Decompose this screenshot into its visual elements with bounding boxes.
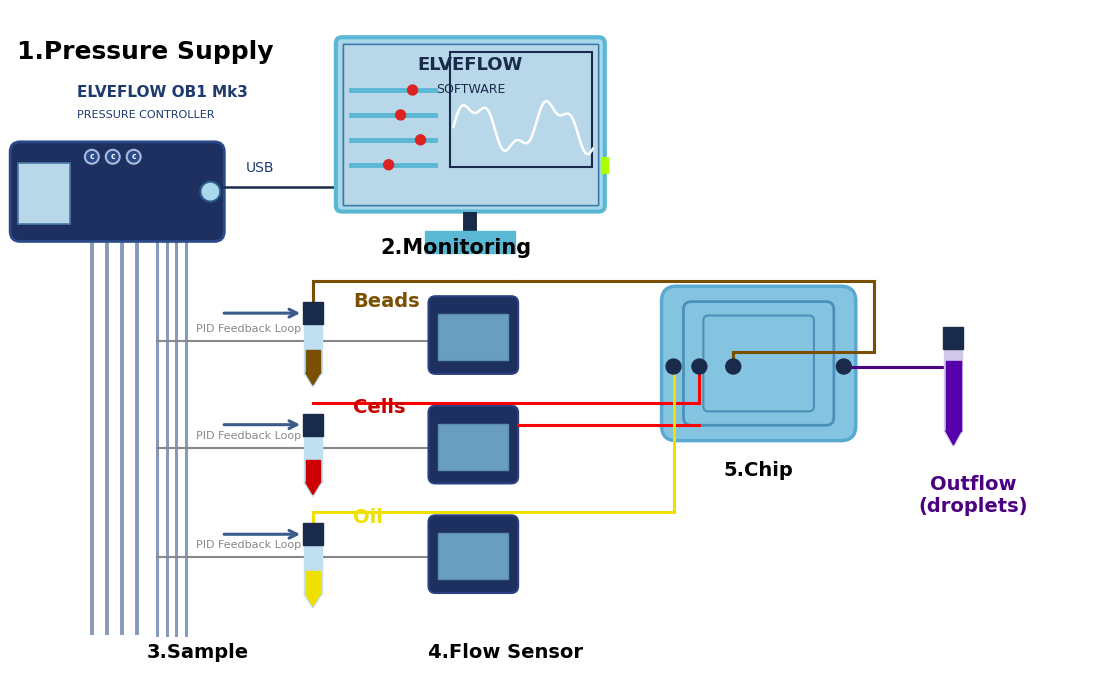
FancyBboxPatch shape [10,142,224,242]
Text: c: c [89,152,95,161]
Bar [302,302,323,324]
FancyBboxPatch shape [429,406,518,484]
Circle shape [106,150,120,164]
Text: 4.Flow Sensor: 4.Flow Sensor [429,643,583,663]
Text: Outflow
(droplets): Outflow (droplets) [918,475,1028,516]
Bar [944,327,964,349]
Circle shape [666,359,681,374]
Polygon shape [304,373,322,387]
Polygon shape [306,594,320,606]
Text: ELVEFLOW OB1 Mk3: ELVEFLOW OB1 Mk3 [77,84,248,100]
Polygon shape [946,431,961,445]
Text: USB: USB [246,161,275,175]
Polygon shape [306,373,320,385]
Bar [439,424,508,470]
Bar [343,45,597,205]
Bar [439,314,508,360]
Bar [426,232,515,253]
Circle shape [408,85,418,95]
Text: PRESSURE CONTROLLER: PRESSURE CONTROLLER [77,110,214,120]
Text: 2.Monitoring: 2.Monitoring [381,239,531,258]
Bar [302,523,323,545]
Circle shape [396,110,406,120]
Text: ELVEFLOW: ELVEFLOW [418,56,522,74]
Polygon shape [304,594,322,608]
Circle shape [416,135,426,145]
Polygon shape [306,482,320,494]
Polygon shape [304,482,322,496]
Text: SOFTWARE: SOFTWARE [436,83,505,95]
FancyBboxPatch shape [661,286,856,441]
Text: PID Feedback Loop: PID Feedback Loop [197,324,301,334]
Text: c: c [131,152,136,161]
Circle shape [85,150,99,164]
Circle shape [200,182,220,202]
Circle shape [384,160,394,170]
Text: PID Feedback Loop: PID Feedback Loop [197,540,301,551]
FancyBboxPatch shape [429,515,518,593]
Bar [450,52,592,167]
Text: Beads: Beads [353,292,419,310]
Text: c: c [110,152,115,161]
Circle shape [726,359,740,374]
FancyBboxPatch shape [429,296,518,374]
Text: Oil: Oil [353,508,383,527]
Bar [343,45,597,205]
Bar [18,163,70,225]
Polygon shape [945,431,962,447]
Text: 5.Chip: 5.Chip [724,461,793,480]
Circle shape [126,150,141,164]
Circle shape [692,359,707,374]
FancyBboxPatch shape [336,38,605,212]
Text: Cells: Cells [353,398,405,418]
Text: 3.Sample: 3.Sample [146,643,249,663]
Text: 1.Pressure Supply: 1.Pressure Supply [18,40,274,64]
Text: PID Feedback Loop: PID Feedback Loop [197,431,301,441]
Bar [302,413,323,436]
Bar [439,533,508,579]
Circle shape [836,359,851,374]
